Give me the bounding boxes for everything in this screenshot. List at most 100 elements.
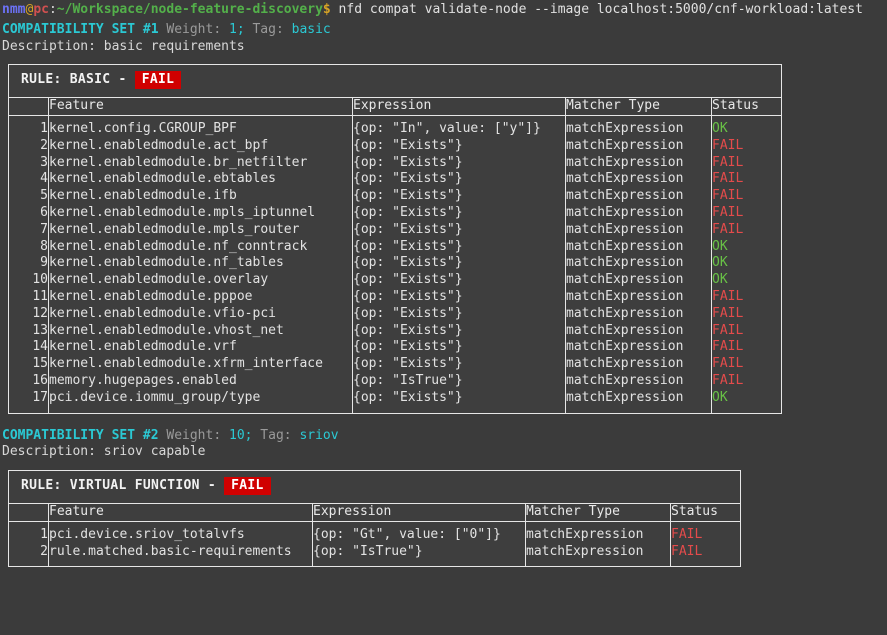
row-feature-cell: kernel.enabledmodule.mpls_iptunnel [48, 204, 353, 222]
row-status-cell: FAIL [711, 305, 782, 323]
row-index-cell: 15 [8, 356, 49, 373]
prompt-colon: : [48, 2, 57, 17]
row-index-cell: 9 [8, 255, 49, 273]
row-expression-cell: {op: "IsTrue"} [352, 372, 566, 390]
row-status-cell: FAIL [670, 520, 741, 544]
set-weight-value-2: 10; [229, 427, 253, 443]
set-weight-label-2: Weight: [158, 427, 229, 443]
row-matcher-type-cell: matchExpression [565, 288, 712, 306]
row-feature-cell: kernel.enabledmodule.ifb [48, 188, 353, 205]
row-index-cell: 5 [8, 188, 49, 205]
table-row: 17 pci.device.iommu_group/type {op: "Exist… [8, 389, 782, 414]
column-header-status-1: Status [711, 97, 782, 116]
row-matcher-type-cell: matchExpression [565, 221, 712, 239]
row-status-cell: FAIL [711, 188, 782, 205]
table-row: 3 kernel.enabledmodule.br_netfilter {op: "… [8, 154, 782, 172]
set-tag-value-1: basic [291, 21, 331, 37]
row-status-cell: FAIL [711, 339, 782, 357]
column-header-index-2 [8, 502, 49, 522]
table-row: 16 memory.hugepages.enabled {op: "IsTrue"}… [8, 372, 782, 390]
table-row: 8 kernel.enabledmodule.nf_conntrack {op: "… [8, 238, 782, 256]
row-matcher-type-cell: matchExpression [565, 137, 712, 155]
row-index-cell: 2 [8, 543, 49, 568]
rule-table-body-2: 1 pci.device.sriov_totalvfs {op: "Gt", val… [8, 520, 741, 568]
row-feature-cell: kernel.enabledmodule.pppoe [48, 288, 353, 306]
row-index-cell: 14 [8, 339, 49, 357]
table-row: 12 kernel.enabledmodule.vfio-pci {op: "Exi… [8, 305, 782, 323]
row-expression-cell: {op: "Exists"} [352, 238, 566, 256]
row-matcher-type-cell: matchExpression [565, 272, 712, 289]
row-expression-cell: {op: "Gt", value: ["0"]} [312, 520, 526, 544]
table-row: 11 kernel.enabledmodule.pppoe {op: "Exists… [8, 288, 782, 306]
row-index-cell: 2 [8, 137, 49, 155]
row-expression-cell: {op: "Exists"} [352, 204, 566, 222]
row-status-cell: FAIL [670, 543, 741, 568]
row-matcher-type-cell: matchExpression [525, 543, 671, 568]
compatibility-set-header-2: COMPATIBILITY SET #2 Weight: 10; Tag: sr… [0, 428, 887, 445]
row-status-cell: OK [711, 272, 782, 289]
row-index-cell: 4 [8, 171, 49, 189]
row-index-cell: 12 [8, 305, 49, 323]
row-matcher-type-cell: matchExpression [565, 389, 712, 414]
rule-status-badge-2: FAIL [224, 477, 271, 496]
row-matcher-type-cell: matchExpression [565, 154, 712, 172]
row-index-cell: 3 [8, 154, 49, 172]
column-header-status-2: Status [670, 502, 741, 522]
row-expression-cell: {op: "Exists"} [352, 272, 566, 289]
row-expression-cell: {op: "Exists"} [352, 305, 566, 323]
row-expression-cell: {op: "Exists"} [352, 188, 566, 205]
set-weight-label-1: Weight: [158, 21, 229, 37]
prompt-username: nmm [2, 2, 26, 17]
table-row: 2 rule.matched.basic-requirements {op: "Is… [8, 543, 741, 568]
row-matcher-type-cell: matchExpression [565, 322, 712, 340]
rule-title-row-1: RULE: BASIC - FAIL [8, 64, 782, 99]
compatibility-set-header-1: COMPATIBILITY SET #1 Weight: 1; Tag: bas… [0, 22, 887, 39]
row-feature-cell: kernel.enabledmodule.mpls_router [48, 221, 353, 239]
table-row: 1 kernel.config.CGROUP_BPF {op: "In", valu… [8, 114, 782, 138]
row-status-cell: FAIL [711, 322, 782, 340]
row-status-cell: FAIL [711, 154, 782, 172]
row-index-cell: 17 [8, 389, 49, 414]
rule-table-wrapper-2: RULE: VIRTUAL FUNCTION - FAIL Feature Ex… [8, 470, 887, 568]
row-matcher-type-cell: matchExpression [565, 238, 712, 256]
set-tag-value-2: sriov [299, 427, 339, 443]
prompt-at-symbol: @ [25, 2, 34, 17]
row-feature-cell: kernel.enabledmodule.vhost_net [48, 322, 353, 340]
row-feature-cell: kernel.enabledmodule.vrf [48, 339, 353, 357]
row-status-cell: OK [711, 114, 782, 138]
row-index-cell: 11 [8, 288, 49, 306]
terminal-window[interactable]: nmm@pc:~/Workspace/node-feature-discover… [0, 0, 887, 568]
table-row: 9 kernel.enabledmodule.nf_tables {op: "Exi… [8, 255, 782, 273]
row-feature-cell: kernel.enabledmodule.br_netfilter [48, 154, 353, 172]
table-row: 10 kernel.enabledmodule.overlay {op: "Exis… [8, 272, 782, 289]
column-header-expression-2: Expression [312, 502, 526, 522]
row-expression-cell: {op: "Exists"} [352, 221, 566, 239]
rule-header-row-1: Feature Expression Matcher Type Status [8, 97, 782, 116]
column-header-expression-1: Expression [352, 97, 566, 116]
rule-table-wrapper-1: RULE: BASIC - FAIL Feature Expression Ma… [8, 64, 887, 414]
row-expression-cell: {op: "Exists"} [352, 389, 566, 414]
row-index-cell: 13 [8, 322, 49, 340]
row-matcher-type-cell: matchExpression [565, 339, 712, 357]
row-feature-cell: kernel.enabledmodule.vfio-pci [48, 305, 353, 323]
row-feature-cell: kernel.enabledmodule.nf_tables [48, 255, 353, 273]
column-header-feature-2: Feature [48, 502, 313, 522]
row-expression-cell: {op: "Exists"} [352, 137, 566, 155]
row-feature-cell: memory.hugepages.enabled [48, 372, 353, 390]
row-status-cell: FAIL [711, 221, 782, 239]
table-row: 5 kernel.enabledmodule.ifb {op: "Exists"} m… [8, 188, 782, 205]
row-expression-cell: {op: "Exists"} [352, 288, 566, 306]
table-row: 13 kernel.enabledmodule.vhost_net {op: "Ex… [8, 322, 782, 340]
row-feature-cell: pci.device.iommu_group/type [48, 389, 353, 414]
set-weight-value-1: 1; [229, 21, 245, 37]
column-header-index-1 [8, 97, 49, 116]
row-expression-cell: {op: "Exists"} [352, 171, 566, 189]
row-index-cell: 1 [8, 520, 49, 544]
row-matcher-type-cell: matchExpression [565, 372, 712, 390]
row-feature-cell: kernel.config.CGROUP_BPF [48, 114, 353, 138]
row-status-cell: FAIL [711, 288, 782, 306]
rule-table-body-1: 1 kernel.config.CGROUP_BPF {op: "In", valu… [8, 114, 782, 414]
row-status-cell: OK [711, 255, 782, 273]
rule-header-row-2: Feature Expression Matcher Type Status [8, 502, 741, 522]
table-row: 4 kernel.enabledmodule.ebtables {op: "Exis… [8, 171, 782, 189]
